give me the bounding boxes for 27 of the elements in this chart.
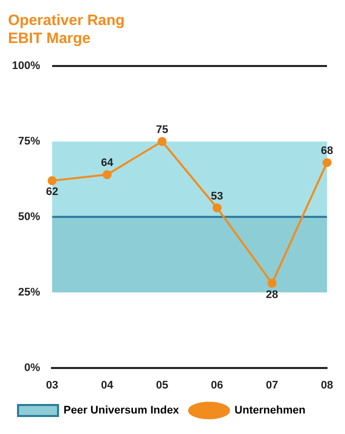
point [158,136,167,146]
y-tick-label: 100% [12,60,40,72]
chart-subtitle: EBIT Marge [8,30,91,48]
point [268,278,277,288]
data-label: 62 [46,186,58,198]
y-tick-label: 25% [18,286,40,298]
point [102,170,112,180]
x-tick-label: 06 [210,379,224,392]
x-tick-label: 05 [156,379,168,392]
y-tick-label: 50% [18,210,40,223]
x-tick-label: 04 [100,379,114,392]
data-label: 75 [156,124,168,136]
chart-title: Operativer Rang [8,12,125,30]
legend-label: Unternehmen [234,404,306,417]
point [212,203,222,212]
y-tick-label: 0% [24,362,40,374]
y-tick-label: 75% [18,135,40,148]
legend-label: Peer Universum Index [64,404,180,417]
point [48,176,57,186]
x-tick-label: 07 [266,379,278,392]
data-label: 64 [100,157,114,170]
point [322,158,332,168]
x-tick-label: 08 [320,379,334,392]
x-tick-label: 03 [46,379,58,392]
data-label: 28 [266,288,278,301]
data-label: 68 [320,145,334,158]
data-label: 53 [210,190,224,202]
